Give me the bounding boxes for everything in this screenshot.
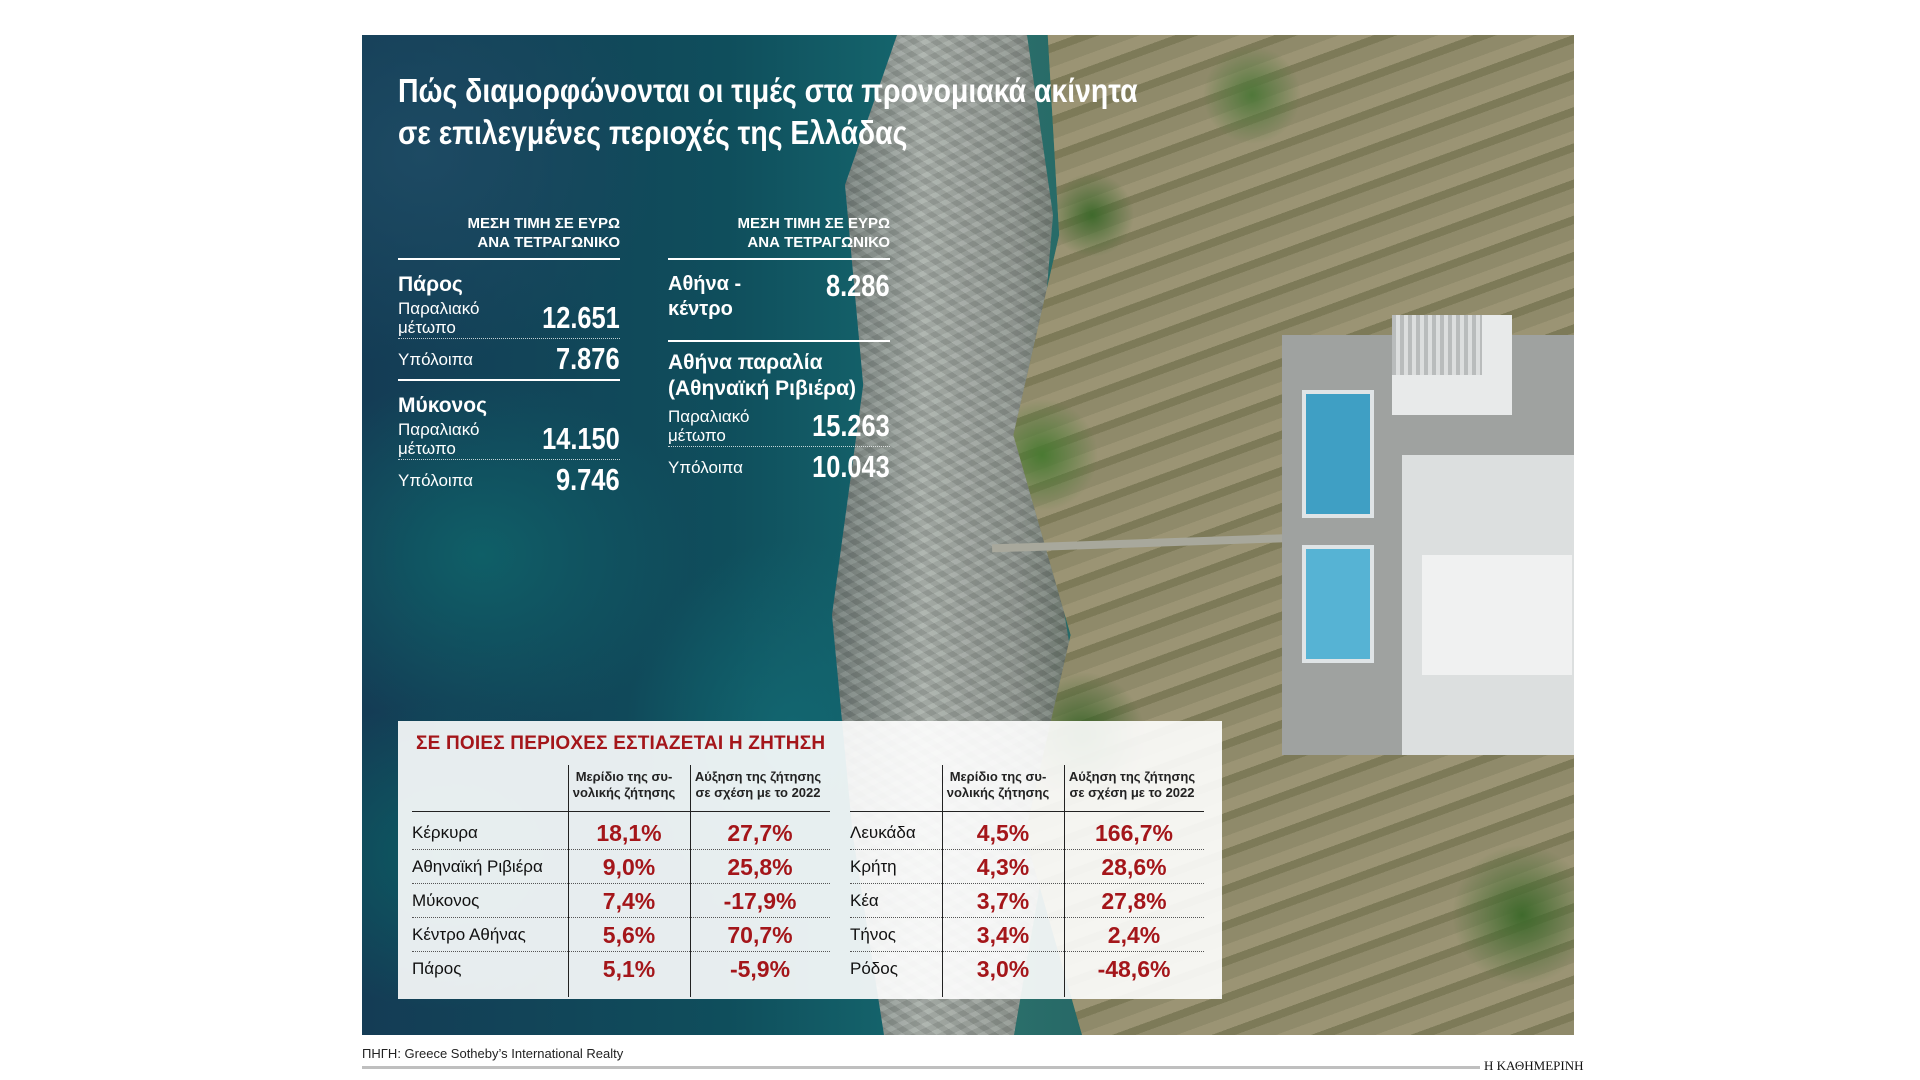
- row-rule: [850, 951, 1204, 952]
- growth-value: 166,7%: [1094, 820, 1173, 846]
- area-name: Ρόδος: [850, 959, 898, 978]
- page-title: Πώς διαμορφώνονται οι τιμές στα προνομια…: [398, 70, 1172, 154]
- price-header: ΜΕΣΗ ΤΙΜΗ ΣΕ ΕΥΡΩ ΑΝΑ ΤΕΤΡΑΓΩΝΙΚΟ: [398, 214, 620, 260]
- growth-value: 27,8%: [1101, 888, 1167, 914]
- share-value: 3,0%: [976, 956, 1030, 982]
- price-row: Υπόλοιπα 10.043: [668, 447, 890, 487]
- growth-value: 25,8%: [727, 854, 793, 880]
- share-value: 3,4%: [976, 922, 1030, 948]
- growth-value: -5,9%: [729, 956, 791, 982]
- share-value: 5,1%: [602, 956, 656, 982]
- price-row: Υπόλοιπα 7.876: [398, 339, 620, 379]
- growth-value: 27,7%: [727, 820, 793, 846]
- column-separator: [1064, 765, 1065, 997]
- price-label: Υπόλοιπα: [668, 457, 743, 477]
- area-name: Κέα: [850, 891, 879, 910]
- share-value: 9,0%: [602, 854, 656, 880]
- price-header: ΜΕΣΗ ΤΙΜΗ ΣΕ ΕΥΡΩ ΑΝΑ ΤΕΤΡΑΓΩΝΙΚΟ: [668, 214, 890, 260]
- price-row: Υπόλοιπα 9.746: [398, 460, 620, 500]
- column-header: Αύξηση της ζήτησης σε σχέση με το 2022: [1068, 769, 1196, 800]
- growth-value: 28,6%: [1101, 854, 1167, 880]
- row-rule: [850, 883, 1204, 884]
- column-header: Μερίδιο της συ-νολικής ζήτησης: [572, 769, 676, 800]
- column-separator: [690, 765, 691, 997]
- price-value: 12.651: [542, 300, 620, 335]
- area-name: Κέρκυρα: [412, 823, 478, 842]
- price-value: 14.150: [542, 421, 620, 456]
- price-label: Υπόλοιπα: [398, 470, 473, 490]
- column-separator: [568, 765, 569, 997]
- share-value: 7,4%: [602, 888, 656, 914]
- price-value: 10.043: [812, 449, 890, 484]
- row-rule: [412, 883, 830, 884]
- header-rule: [412, 811, 830, 812]
- column-header: Αύξηση της ζήτησης σε σχέση με το 2022: [694, 769, 822, 800]
- pool-upper: [1302, 390, 1374, 518]
- title-line-2: σε επιλεγμένες περιοχές της Ελλάδας: [398, 114, 908, 151]
- row-rule: [850, 849, 1204, 850]
- area-name: Τήνος: [850, 925, 896, 944]
- share-value: 4,3%: [976, 854, 1030, 880]
- region-name: Πάρος: [398, 273, 463, 296]
- divider: [668, 340, 890, 342]
- price-value: 8.286: [826, 268, 890, 303]
- row-rule: [850, 917, 1204, 918]
- price-label: Υπόλοιπα: [398, 349, 473, 369]
- price-row: Παραλιακό μέτωπο 15.263: [668, 406, 890, 447]
- price-value: 9.746: [556, 462, 620, 497]
- price-value: 15.263: [812, 408, 890, 443]
- source-note: ΠΗΓΗ: Greece Sotheby’s International Rea…: [362, 1046, 624, 1061]
- area-name: Κέντρο Αθήνας: [412, 925, 526, 944]
- column-header: Μερίδιο της συ-νολικής ζήτησης: [946, 769, 1050, 800]
- price-value: 7.876: [556, 341, 620, 376]
- price-label: Παραλιακό μέτωπο: [668, 407, 750, 445]
- row-rule: [412, 951, 830, 952]
- price-row: Αθήνα - κέντρο 8.286: [668, 260, 890, 334]
- pool-lower: [1302, 545, 1374, 663]
- area-name: Μύκονος: [412, 891, 480, 910]
- price-table-left: ΜΕΣΗ ΤΙΜΗ ΣΕ ΕΥΡΩ ΑΝΑ ΤΕΤΡΑΓΩΝΙΚΟ Πάρος …: [398, 214, 620, 500]
- area-name: Κρήτη: [850, 857, 897, 876]
- price-row: Παραλιακό μέτωπο 14.150: [398, 419, 620, 460]
- divider: [398, 379, 620, 381]
- row-rule: [412, 917, 830, 918]
- title-line-1: Πώς διαμορφώνονται οι τιμές στα προνομια…: [398, 72, 1138, 109]
- aerial-photo: [362, 35, 1574, 1035]
- share-value: 3,7%: [976, 888, 1030, 914]
- share-value: 4,5%: [976, 820, 1030, 846]
- growth-value: -17,9%: [723, 888, 797, 914]
- price-row: Παραλιακό μέτωπο 12.651: [398, 298, 620, 339]
- region-name: Μύκονος: [398, 394, 487, 417]
- price-label: Παραλιακό μέτωπο: [398, 299, 480, 337]
- region-name: Αθήνα παραλία (Αθηναϊκή Ριβιέρα): [668, 351, 856, 400]
- price-label: Παραλιακό μέτωπο: [398, 420, 480, 458]
- growth-value: 70,7%: [727, 922, 793, 948]
- header-rule: [850, 811, 1204, 812]
- villa-roof-3: [1422, 555, 1572, 675]
- column-separator: [942, 765, 943, 997]
- share-value: 18,1%: [596, 820, 662, 846]
- footer-rule: [362, 1066, 1480, 1069]
- area-name: Αθηναϊκή Ριβιέρα: [412, 857, 543, 876]
- growth-value: -48,6%: [1097, 956, 1171, 982]
- region-name: Αθήνα - κέντρο: [668, 273, 742, 320]
- demand-table: ΣΕ ΠΟΙΕΣ ΠΕΡΙΟΧΕΣ ΕΣΤΙΑΖΕΤΑΙ Η ΖΗΤΗΣΗ Με…: [398, 721, 1222, 999]
- growth-value: 2,4%: [1107, 922, 1161, 948]
- share-value: 5,6%: [602, 922, 656, 948]
- price-table-right: ΜΕΣΗ ΤΙΜΗ ΣΕ ΕΥΡΩ ΑΝΑ ΤΕΤΡΑΓΩΝΙΚΟ Αθήνα …: [668, 214, 890, 487]
- publisher-name: Η ΚΑΘΗΜΕΡΙΝΗ: [1484, 1058, 1584, 1073]
- pergola: [1392, 315, 1482, 375]
- area-name: Λευκάδα: [850, 823, 916, 842]
- area-name: Πάρος: [412, 959, 462, 978]
- row-rule: [412, 849, 830, 850]
- demand-title: ΣΕ ΠΟΙΕΣ ΠΕΡΙΟΧΕΣ ΕΣΤΙΑΖΕΤΑΙ Η ΖΗΤΗΣΗ: [416, 733, 826, 754]
